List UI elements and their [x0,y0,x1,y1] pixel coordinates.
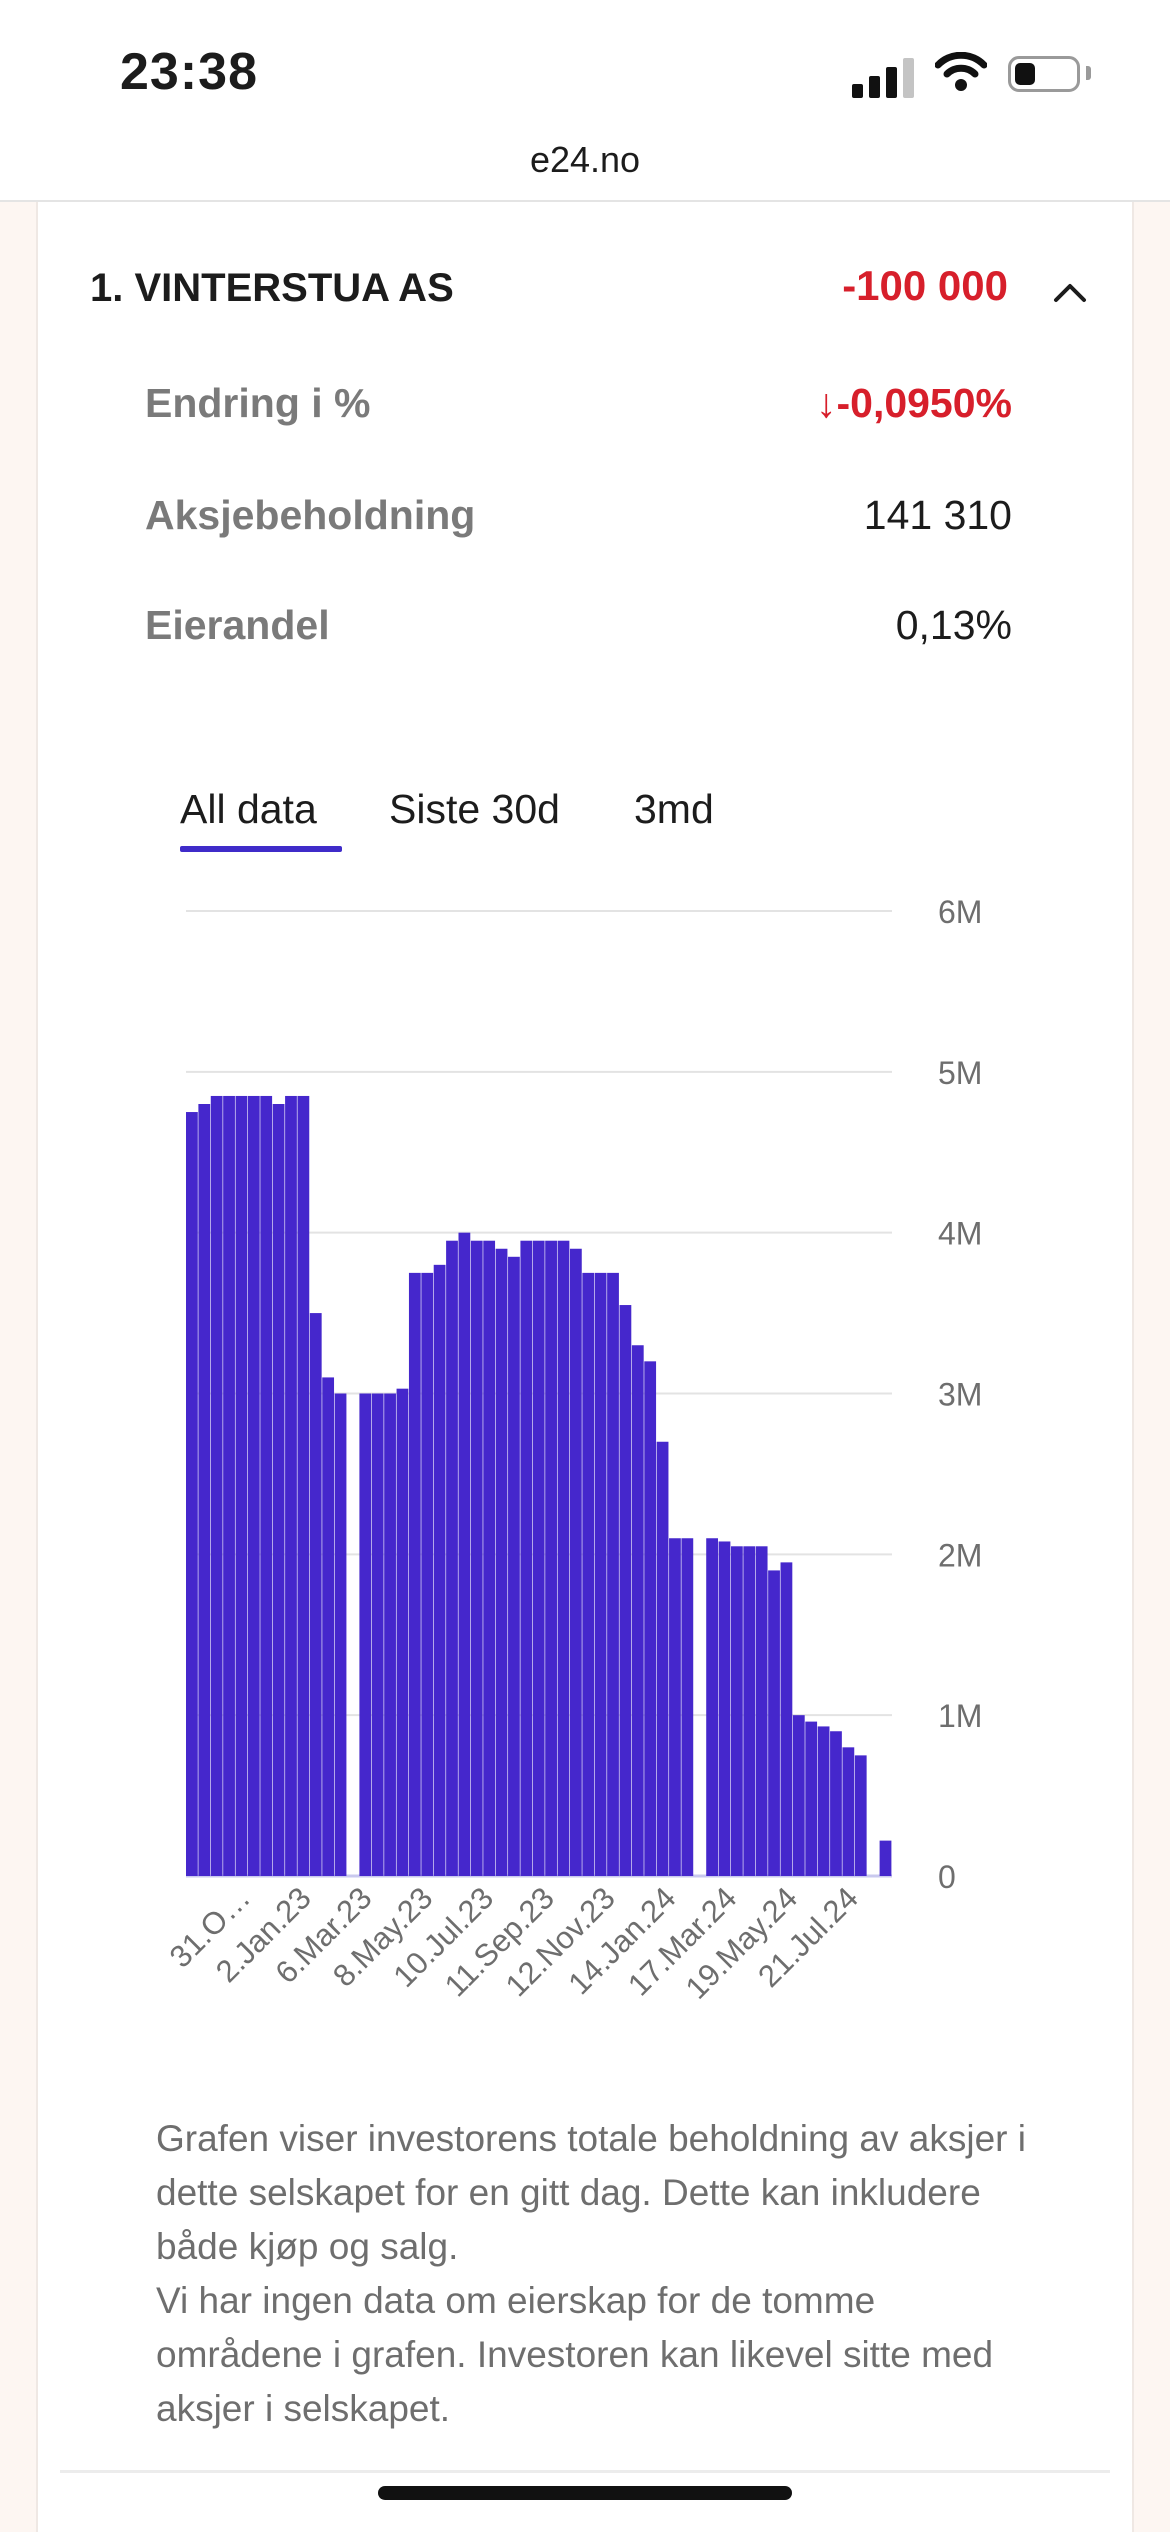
battery-icon [1008,56,1080,92]
chart-bar [854,1755,867,1876]
chart-bar [371,1393,384,1876]
y-tick-label: 2M [938,1537,982,1573]
chart-bar [594,1272,607,1876]
chart-bar [421,1272,434,1876]
chart-bar [768,1570,780,1876]
tab-all-data[interactable]: All data [180,786,317,832]
chart-bar [706,1538,718,1876]
chart-bar [730,1546,743,1876]
chart-bar [644,1361,657,1876]
chart-bar [755,1546,768,1876]
status-bar: 23:38 [0,0,1170,140]
chart-bar [458,1232,471,1876]
chart-bar [186,1112,198,1876]
chart-bar [223,1095,235,1876]
chart-bar [532,1240,545,1876]
chart-bar [334,1393,347,1876]
chart-bar [297,1095,310,1876]
wifi-icon [935,52,987,91]
chart-bar [619,1305,632,1876]
caption-line-2: Vi har ingen data om eierskap for de tom… [156,2280,994,2429]
cellular-signal-icon [852,56,914,98]
chart-bar [260,1095,273,1876]
chart-bar [396,1388,409,1876]
chart-bar [470,1240,483,1876]
chart-bar [842,1747,855,1876]
caption-line-1: Grafen viser investorens totale beholdni… [156,2118,1026,2267]
chart-bar [210,1095,223,1876]
chart-bar [780,1562,793,1876]
chart-bar [285,1095,297,1876]
chevron-up-icon[interactable] [1052,280,1088,304]
chart-bar [545,1240,557,1876]
chart-bar [569,1248,582,1876]
holder-name: 1. VINTERSTUA AS [90,266,454,310]
status-time: 23:38 [120,43,258,101]
chart-bar [817,1726,830,1876]
shareholding-value: 141 310 [863,492,1012,538]
y-tick-label: 5M [938,1055,982,1091]
chart-bar [309,1313,322,1876]
shareholding-label: Aksjebeholdning [145,492,476,538]
url-text: e24.no [529,139,641,180]
chart-bar [830,1731,842,1876]
chart-bar [433,1264,446,1876]
y-tick-label: 1M [938,1698,982,1734]
chart-bar [272,1104,285,1876]
change-percent-value: ↓-0,0950% [815,380,1012,426]
chart-bar [508,1256,520,1876]
chart-bar [557,1240,570,1876]
chart-bar [681,1538,694,1876]
tab-3md[interactable]: 3md [634,786,714,832]
arrow-down-icon: ↓ [815,380,837,426]
chart-bar [446,1240,458,1876]
chart-bar [669,1538,681,1876]
chart-bar [235,1095,248,1876]
y-tick-label: 3M [938,1377,982,1413]
divider [60,2470,1110,2473]
chart-bar [198,1104,211,1876]
chart-bar [743,1546,756,1876]
change-percent-label: Endring i % [145,380,371,426]
chart-bar [718,1541,731,1876]
chart-bar [631,1345,644,1876]
ownership-value: 0,13% [895,602,1012,648]
chart-bar [495,1248,508,1876]
holdings-chart: 01M2M3M4M5M6M31.O…2.Jan.236.Mar.238.May.… [163,894,983,2006]
chart-bar [520,1240,533,1876]
chart-bar [384,1393,396,1876]
chart-caption: Grafen viser investorens totale beholdni… [156,2112,1036,2436]
chart-bar [805,1721,818,1876]
holder-change: -100 000 [842,262,1008,309]
chart-bar [483,1240,496,1876]
chart-bar [582,1272,595,1876]
y-tick-label: 0 [938,1859,956,1895]
y-tick-label: 4M [938,1216,982,1252]
chart-bar [879,1840,892,1876]
chart-bar [408,1272,421,1876]
chart-bar [247,1095,260,1876]
url-bar[interactable]: e24.no [0,140,1170,202]
chart-bar [322,1377,335,1876]
tab-last-30d[interactable]: Siste 30d [389,786,560,832]
ownership-label: Eierandel [145,602,330,648]
chart-bar [359,1393,372,1876]
chart-bar [656,1441,669,1876]
chart-bar [792,1715,805,1876]
y-tick-label: 6M [938,894,982,930]
active-tab-indicator [180,846,342,852]
chart-bar [607,1272,619,1876]
home-indicator [378,2486,792,2500]
